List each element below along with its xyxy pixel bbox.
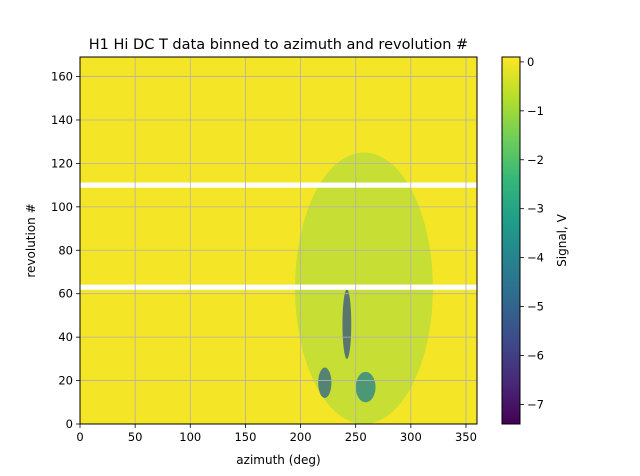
colorbar-label: Signal, V — [555, 213, 569, 266]
x-tick-label: 150 — [234, 430, 256, 444]
colorbar-tick-label: −2 — [527, 153, 544, 167]
colorbar-tick-label: −6 — [527, 348, 544, 362]
colorbar-tick-label: −3 — [527, 202, 544, 216]
colorbar-tick-label: −7 — [527, 397, 544, 411]
heatmap-feature — [355, 371, 376, 403]
heatmap-plot — [79, 56, 478, 425]
x-tick-label: 0 — [76, 430, 83, 444]
y-axis-ticks: 0 20 40 60 80 100 120 140 160 — [51, 70, 80, 431]
x-tick-label: 200 — [290, 430, 312, 444]
y-tick-label: 80 — [58, 243, 73, 257]
x-tick-label: 250 — [345, 430, 367, 444]
chart-title: H1 Hi DC T data binned to azimuth and re… — [89, 37, 468, 53]
colorbar-tick-label: −4 — [527, 251, 544, 265]
y-tick-label: 120 — [51, 156, 73, 170]
x-tick-label: 350 — [455, 430, 477, 444]
missing-data-band — [80, 182, 477, 188]
missing-data-bands — [80, 182, 477, 290]
y-tick-label: 20 — [58, 374, 73, 388]
x-tick-label: 100 — [179, 430, 201, 444]
colorbar-tick-label: 0 — [527, 55, 534, 69]
y-tick-label: 100 — [51, 200, 73, 214]
colorbar-tick-label: −1 — [527, 104, 544, 118]
heatmap-feature — [318, 367, 332, 398]
y-tick-label: 40 — [58, 330, 73, 344]
x-axis-ticks: 0 50 100 150 200 250 300 350 — [76, 424, 477, 444]
heatmap-feature — [342, 289, 352, 359]
y-tick-label: 140 — [51, 113, 73, 127]
colorbar-ticks: 0 −1 −2 −3 −4 −5 −6 −7 — [520, 55, 544, 411]
plot-frame — [79, 56, 478, 425]
missing-data-band — [80, 284, 477, 290]
y-axis-label: revolution # — [24, 203, 38, 277]
y-tick-label: 0 — [66, 417, 73, 431]
x-tick-label: 300 — [400, 430, 422, 444]
y-tick-label: 60 — [58, 287, 73, 301]
y-tick-label: 160 — [51, 70, 73, 84]
x-tick-label: 50 — [128, 430, 143, 444]
x-axis-label: azimuth (deg) — [236, 453, 320, 467]
colorbar — [501, 56, 521, 425]
colorbar-tick-label: −5 — [527, 300, 544, 314]
